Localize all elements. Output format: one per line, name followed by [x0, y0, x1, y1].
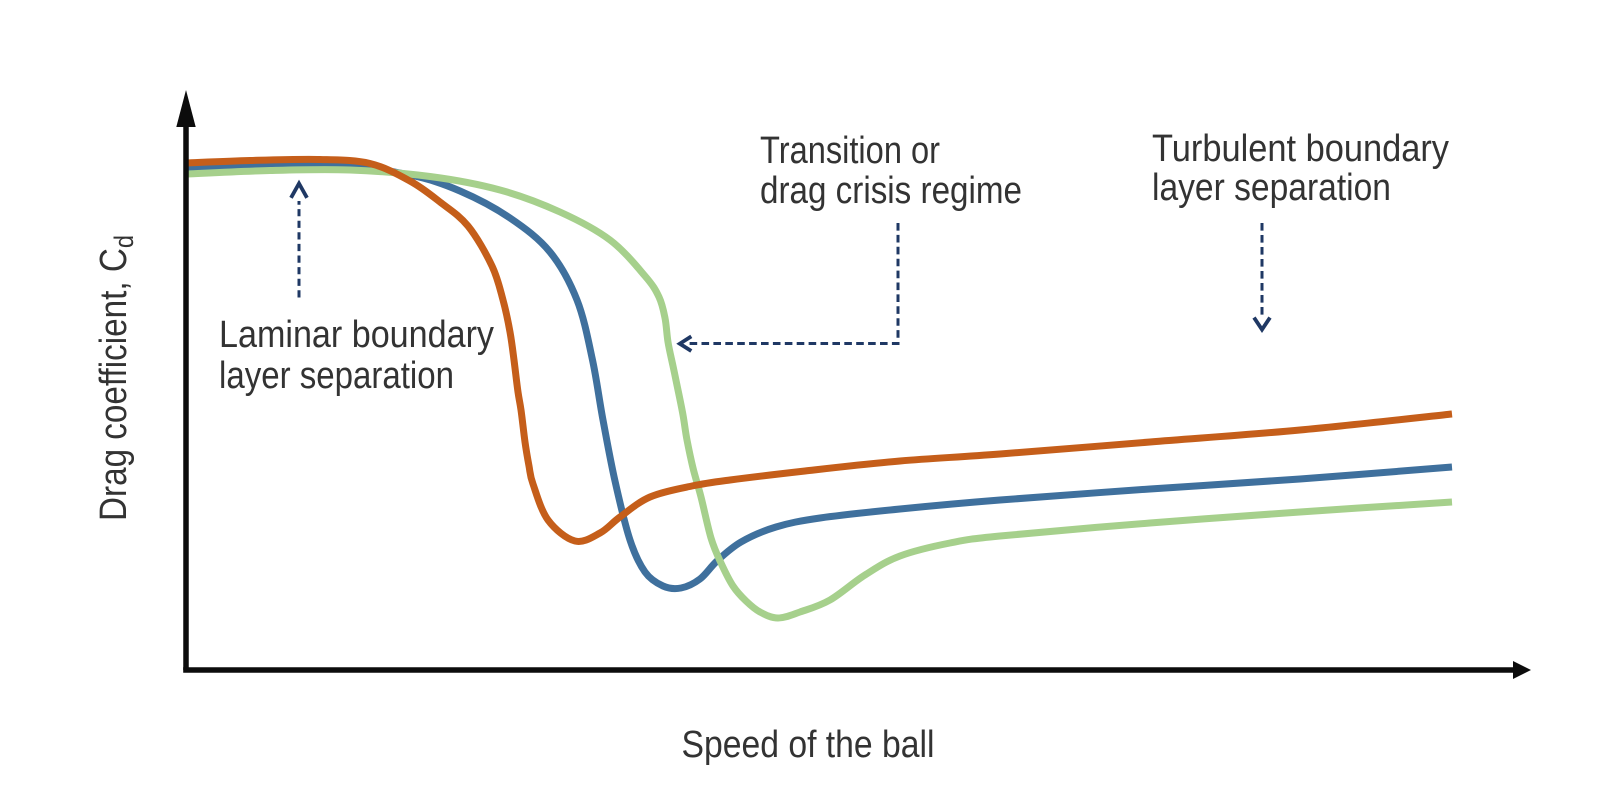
- svg-text:Speed of the ball: Speed of the ball: [682, 724, 935, 766]
- svg-text:layer separation: layer separation: [1152, 167, 1391, 209]
- svg-text:layer separation: layer separation: [219, 355, 454, 397]
- svg-text:Transition or: Transition or: [760, 130, 940, 172]
- svg-text:Drag coefficient, Cd: Drag coefficient, Cd: [93, 235, 139, 521]
- svg-text:Turbulent boundary: Turbulent boundary: [1152, 128, 1449, 170]
- svg-text:drag crisis regime: drag crisis regime: [760, 170, 1022, 212]
- svg-text:Laminar boundary: Laminar boundary: [219, 314, 494, 356]
